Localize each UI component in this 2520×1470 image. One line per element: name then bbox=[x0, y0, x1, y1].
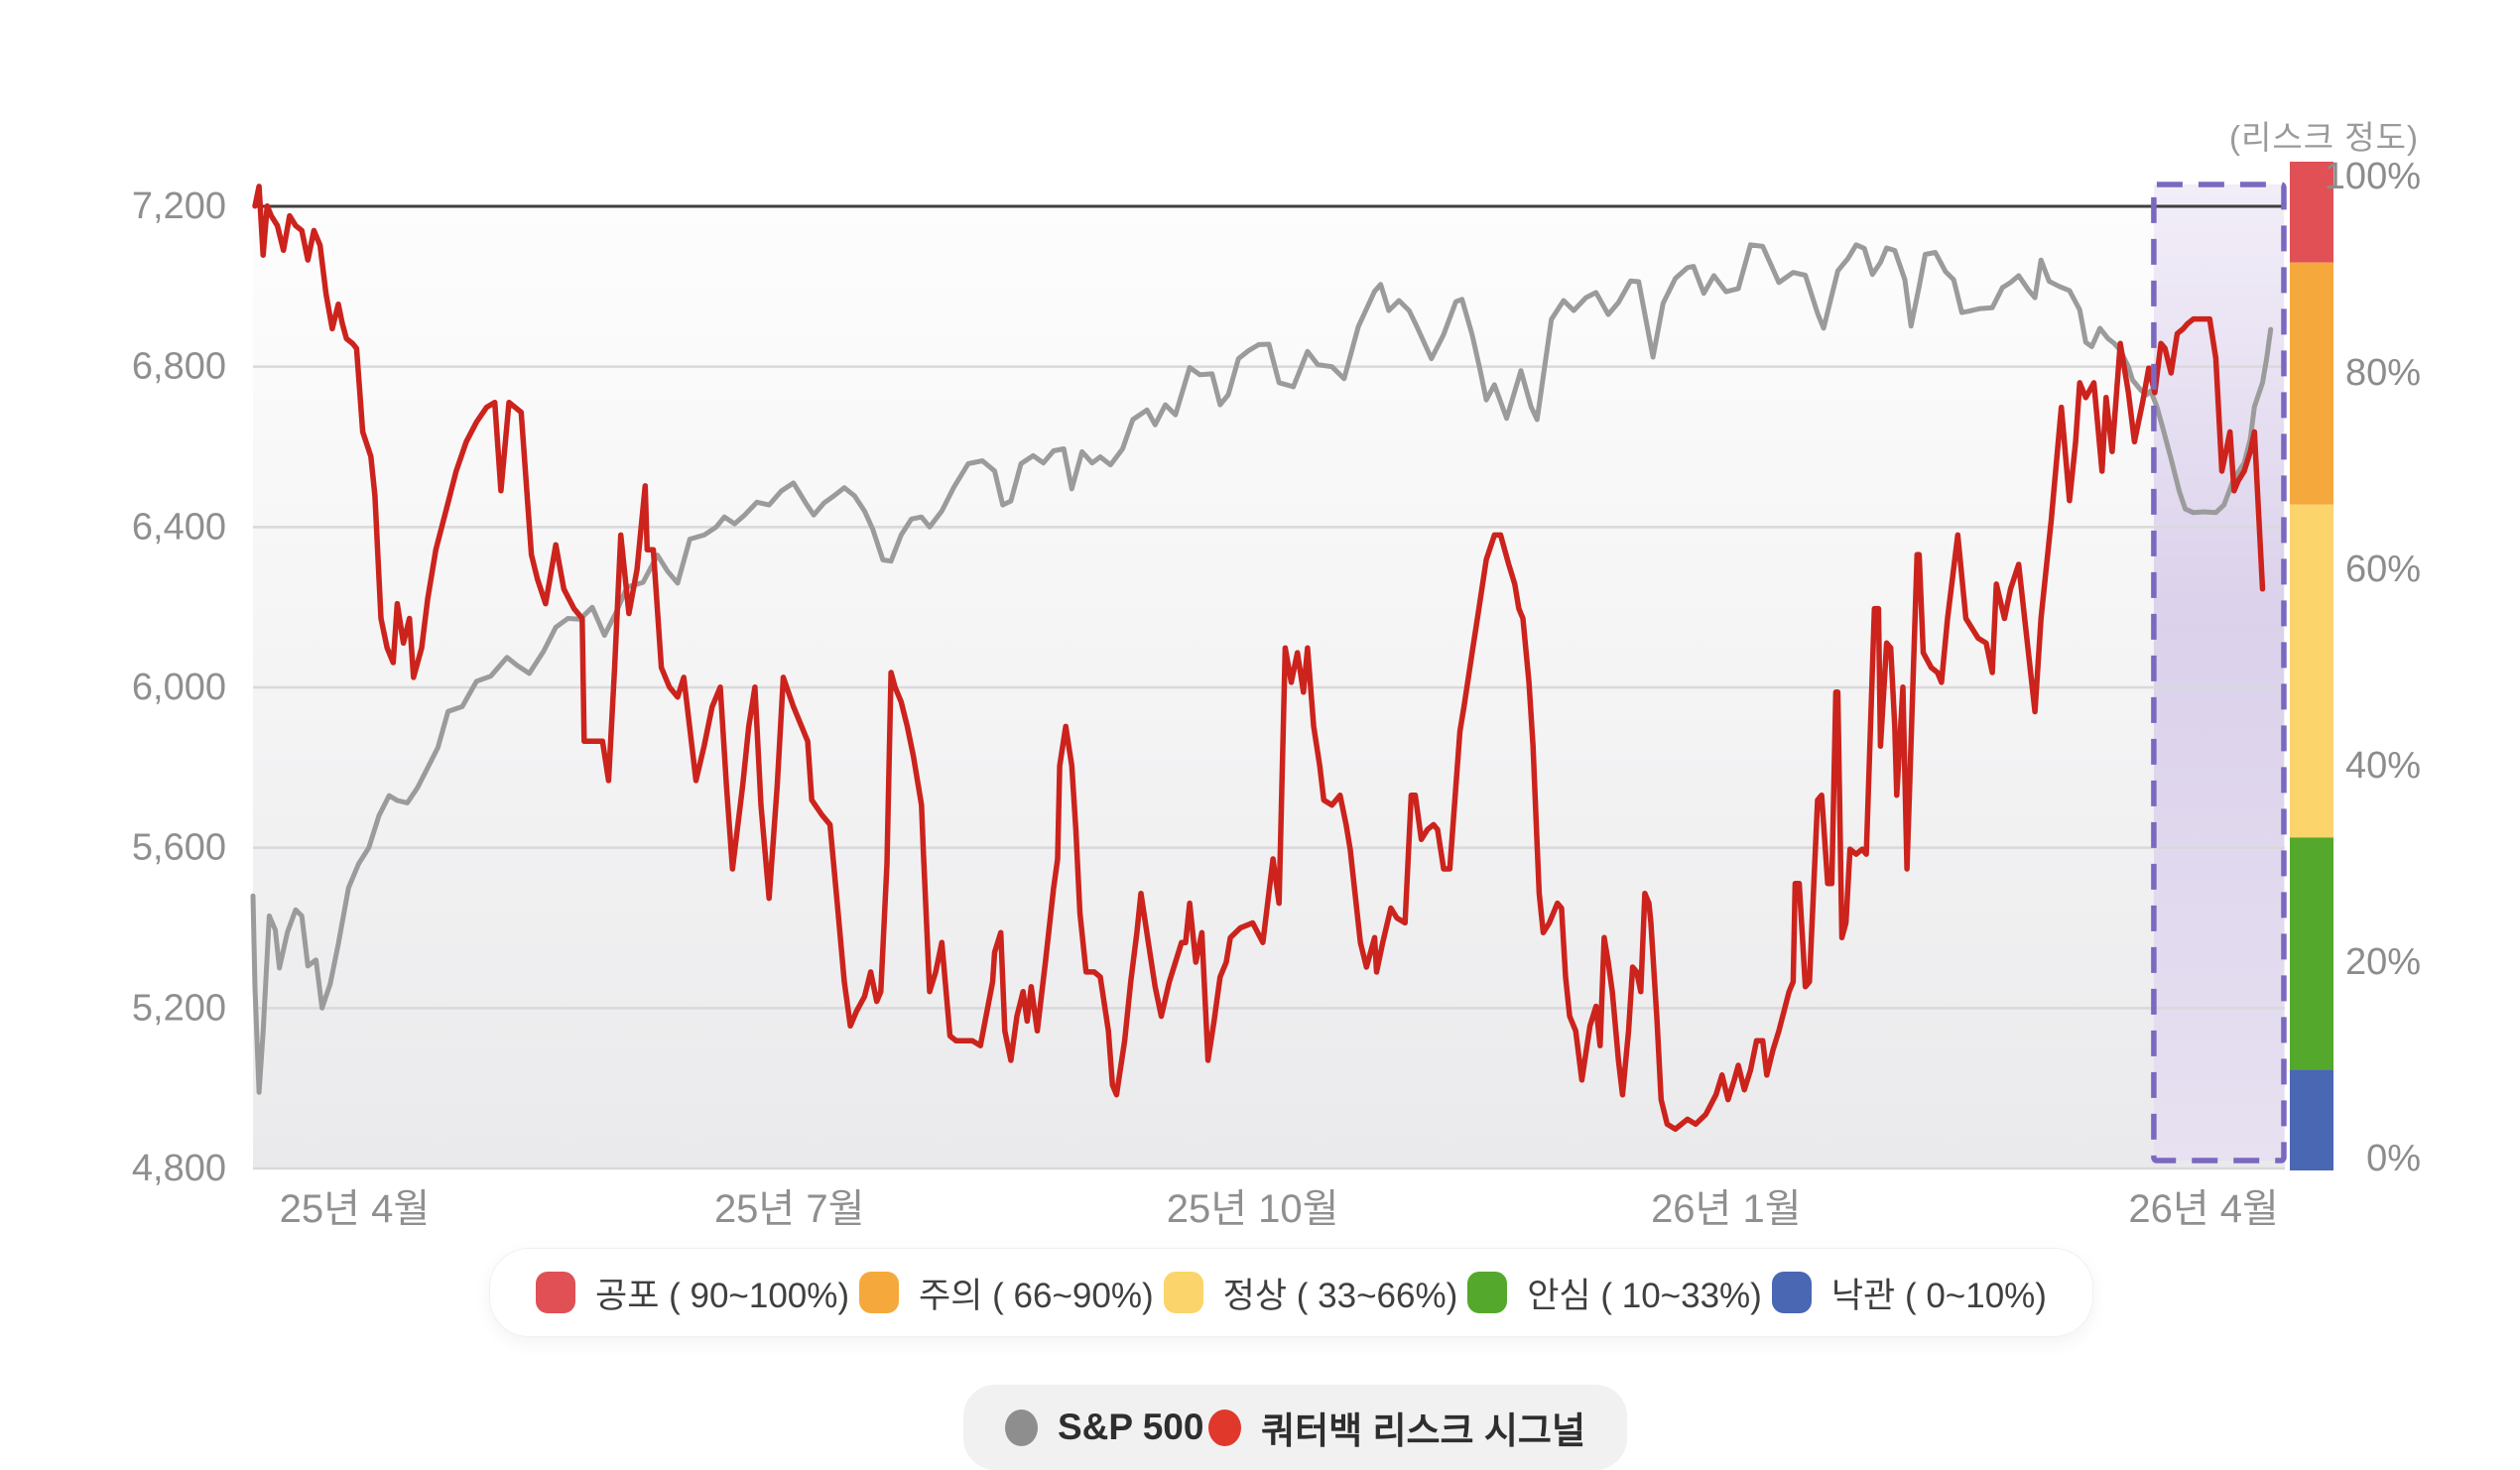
left-tick-7200: 7,200 bbox=[132, 185, 226, 227]
highlight-window-border bbox=[2151, 182, 2287, 1164]
series-dot-1 bbox=[1208, 1409, 1242, 1446]
right-tick-60: 60% bbox=[2345, 549, 2421, 590]
risk-band-swatch-4 bbox=[1771, 1272, 1812, 1313]
x-axis-labels: 25년 4월 25년 7월 25년 10월 26년 1월 26년 4월 bbox=[280, 1187, 2279, 1231]
left-axis-labels: 7,200 6,800 6,400 6,000 5,600 5,200 4,800 bbox=[132, 185, 226, 1189]
series-name-1: 쿼터백 리스크 시그널 bbox=[1261, 1410, 1585, 1451]
right-tick-100: 100% bbox=[2325, 156, 2421, 197]
risk-bar-segment-90-100 bbox=[2290, 162, 2333, 263]
risk-band-legend-item-3: 안심 ( 10~33%) bbox=[1467, 1268, 1762, 1318]
risk-band-swatch-3 bbox=[1467, 1272, 1508, 1313]
risk-bar-segment-33-66 bbox=[2290, 504, 2333, 838]
risk-band-swatch-2 bbox=[1163, 1272, 1203, 1313]
left-tick-5600: 5,600 bbox=[132, 827, 226, 869]
left-tick-6400: 6,400 bbox=[132, 506, 226, 548]
series-dot-0 bbox=[1005, 1409, 1038, 1446]
series-legend: S&P 500 쿼터백 리스크 시그널 bbox=[963, 1385, 1627, 1470]
risk-bar-segment-66-90 bbox=[2290, 262, 2333, 505]
right-axis-labels: 100% 80% 60% 40% 20% 0% bbox=[2325, 156, 2421, 1179]
risk-bar-segment-0-10 bbox=[2290, 1069, 2333, 1170]
risk-band-label-4: 낙관 ( 0~10%) bbox=[1830, 1276, 2047, 1315]
risk-band-legend-item-2: 정상 ( 33~66%) bbox=[1163, 1268, 1458, 1318]
left-tick-4800: 4,800 bbox=[132, 1148, 226, 1189]
left-tick-5200: 5,200 bbox=[132, 987, 226, 1029]
series-legend-item-0: S&P 500 bbox=[1005, 1407, 1203, 1448]
risk-band-swatch-1 bbox=[859, 1272, 900, 1313]
x-tick-4: 26년 4월 bbox=[2128, 1187, 2278, 1231]
x-tick-2: 25년 10월 bbox=[1167, 1187, 1339, 1231]
left-tick-6800: 6,800 bbox=[132, 346, 226, 388]
highlight-window-outline bbox=[2151, 182, 2287, 1164]
risk-band-label-3: 안심 ( 10~33%) bbox=[1527, 1276, 1762, 1315]
right-axis-title: (리스크 정도) bbox=[2229, 119, 2419, 156]
right-tick-80: 80% bbox=[2345, 352, 2421, 394]
left-tick-6000: 6,000 bbox=[132, 667, 226, 708]
series-name-0: S&P 500 bbox=[1058, 1407, 1204, 1447]
series-lines bbox=[250, 184, 2274, 1133]
x-tick-1: 25년 7월 bbox=[714, 1187, 864, 1231]
gridlines bbox=[253, 204, 2285, 1170]
right-tick-20: 20% bbox=[2345, 941, 2421, 983]
series-line-sp500 bbox=[250, 242, 2274, 1095]
risk-band-legend-item-4: 낙관 ( 0~10%) bbox=[1771, 1268, 2047, 1318]
series-line-risk-signal bbox=[252, 184, 2266, 1133]
risk-band-swatch-0 bbox=[536, 1272, 575, 1313]
risk-band-label-1: 주의 ( 66~90%) bbox=[919, 1276, 1154, 1315]
risk-bands-legend: 공포 ( 90~100%) 주의 ( 66~90%) 정상 ( 33~66%) 안심 … bbox=[489, 1248, 2093, 1337]
risk-bar-segment-10-33 bbox=[2290, 837, 2333, 1070]
risk-band-label-0: 공포 ( 90~100%) bbox=[595, 1276, 850, 1315]
highlight-window-area bbox=[2153, 184, 2284, 1161]
right-tick-0: 0% bbox=[2366, 1138, 2421, 1179]
risk-band-legend-item-1: 주의 ( 66~90%) bbox=[859, 1268, 1154, 1318]
highlight-window-fill bbox=[2153, 184, 2284, 1161]
series-legend-item-1: 쿼터백 리스크 시그널 bbox=[1208, 1401, 1585, 1454]
risk-band-legend-item-0: 공포 ( 90~100%) bbox=[536, 1268, 849, 1318]
risk-band-label-2: 정상 ( 33~66%) bbox=[1222, 1276, 1458, 1315]
x-tick-0: 25년 4월 bbox=[280, 1187, 430, 1231]
risk-level-color-bar bbox=[2290, 162, 2333, 1170]
right-tick-40: 40% bbox=[2345, 745, 2421, 787]
x-tick-3: 26년 1월 bbox=[1651, 1187, 1801, 1231]
